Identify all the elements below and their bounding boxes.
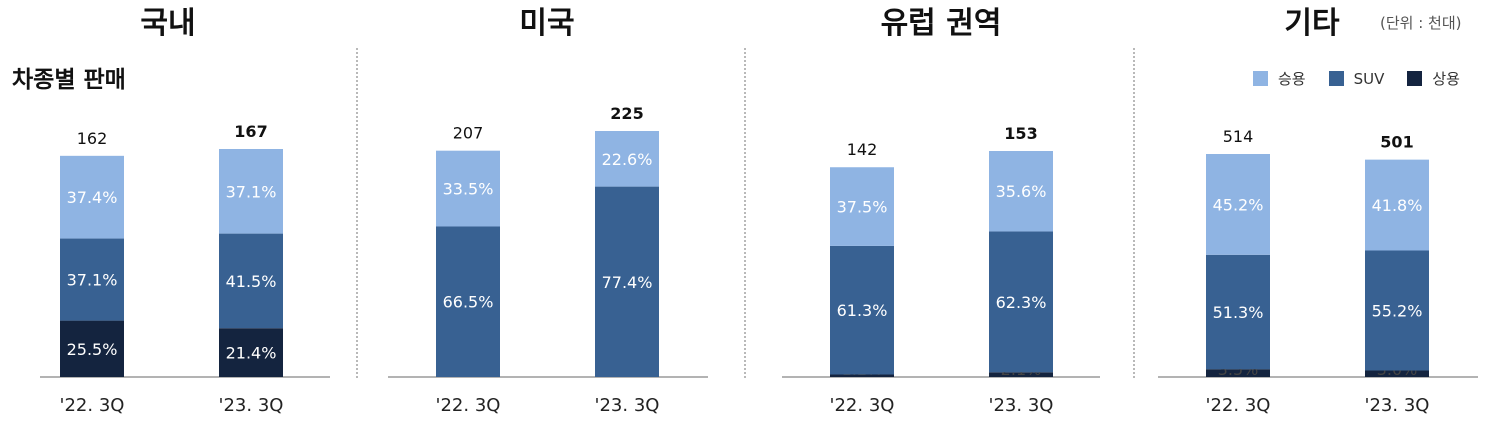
bar-segment-label: 55.2%	[1372, 301, 1423, 320]
bar-segment-label: 66.5%	[443, 293, 494, 312]
panel-title-other: 기타	[1284, 6, 1340, 41]
bar-segment-label: 21.4%	[226, 344, 277, 363]
legend-item-commercial: 상용	[1407, 68, 1460, 89]
x-tick-label: '22. 3Q	[830, 395, 895, 416]
x-tick-label: '23. 3Q	[989, 395, 1054, 416]
bar-segment-label: 22.6%	[602, 150, 653, 169]
panel-divider	[1133, 48, 1135, 378]
bar-segment	[1365, 159, 1429, 251]
bar-segment	[830, 245, 894, 375]
bar-segment-label: 33.5%	[443, 180, 494, 199]
bar-segment	[1365, 370, 1429, 377]
panel-title-europe: 유럽 권역	[880, 6, 1002, 41]
bar-total-label: 514	[1223, 127, 1254, 146]
bar-segment	[219, 149, 283, 234]
bar-total-label: 153	[1004, 124, 1037, 143]
bar-segment	[436, 150, 500, 227]
legend-label-suv: SUV	[1353, 69, 1385, 88]
bar-segment	[989, 151, 1053, 232]
x-tick-label: '23. 3Q	[1365, 395, 1430, 416]
bar-total-label: 225	[610, 104, 643, 123]
bar-total-label: 167	[234, 122, 267, 141]
bar-segment-label: 41.8%	[1372, 196, 1423, 215]
bar-total-label: 207	[453, 124, 484, 143]
x-tick-label: '22. 3Q	[436, 395, 501, 416]
bar-segment	[60, 320, 124, 377]
bar-segment-label: 51.3%	[1213, 303, 1264, 322]
bar-segment	[989, 231, 1053, 373]
section-subtitle: 차종별 판매	[12, 67, 126, 93]
bar-segment-label: 37.1%	[67, 271, 118, 290]
bar-segment	[595, 186, 659, 377]
bar-segment-label: 62.3%	[996, 293, 1047, 312]
legend-item-suv: SUV	[1328, 69, 1385, 88]
bar-segment	[219, 328, 283, 377]
x-tick-label: '23. 3Q	[219, 395, 284, 416]
legend-label-passenger: 승용	[1278, 70, 1306, 88]
bar-segment	[1206, 154, 1270, 255]
bar-segment	[60, 155, 124, 239]
bar-segment-label: 45.2%	[1213, 195, 1264, 214]
bar-segment-label: 37.1%	[226, 182, 277, 201]
panel-title-domestic: 국내	[140, 6, 196, 41]
bar-segment	[1206, 254, 1270, 370]
legend-swatch-suv	[1328, 71, 1344, 86]
legend-swatch-passenger	[1253, 71, 1268, 86]
bar-total-label: 162	[77, 129, 108, 148]
panel-divider	[744, 48, 746, 378]
bar-segment-label: 61.3%	[837, 301, 888, 320]
chart-legend: 승용 SUV 상용	[1253, 68, 1460, 89]
bar-segment	[60, 238, 124, 321]
unit-note: (단위 : 천대)	[1380, 14, 1462, 32]
bar-segment-label: 37.4%	[67, 188, 118, 207]
bar-segment	[830, 167, 894, 246]
bar-segment-label: 77.4%	[602, 273, 653, 292]
bar-segment	[219, 233, 283, 329]
bar-segment	[1206, 369, 1270, 377]
bar-segment-label: 35.6%	[996, 182, 1047, 201]
bar-segment	[1365, 250, 1429, 371]
bar-segment-label: 37.5%	[837, 198, 888, 217]
legend-swatch-commercial	[1407, 71, 1423, 86]
bar-segment	[830, 374, 894, 377]
bar-total-label: 142	[847, 140, 878, 159]
panel-title-us: 미국	[519, 6, 575, 41]
x-tick-label: '22. 3Q	[60, 395, 125, 416]
bar-segment-label: 41.5%	[226, 272, 277, 291]
bar-segment	[436, 226, 500, 377]
bar-total-label: 501	[1380, 133, 1413, 152]
bar-segment	[989, 372, 1053, 377]
legend-item-passenger: 승용	[1253, 68, 1306, 89]
x-tick-label: '23. 3Q	[595, 395, 660, 416]
bar-segment-label: 25.5%	[67, 340, 118, 359]
x-tick-label: '22. 3Q	[1206, 395, 1271, 416]
legend-label-commercial: 상용	[1432, 70, 1460, 88]
bar-segment	[595, 131, 659, 187]
panel-divider	[356, 48, 358, 378]
